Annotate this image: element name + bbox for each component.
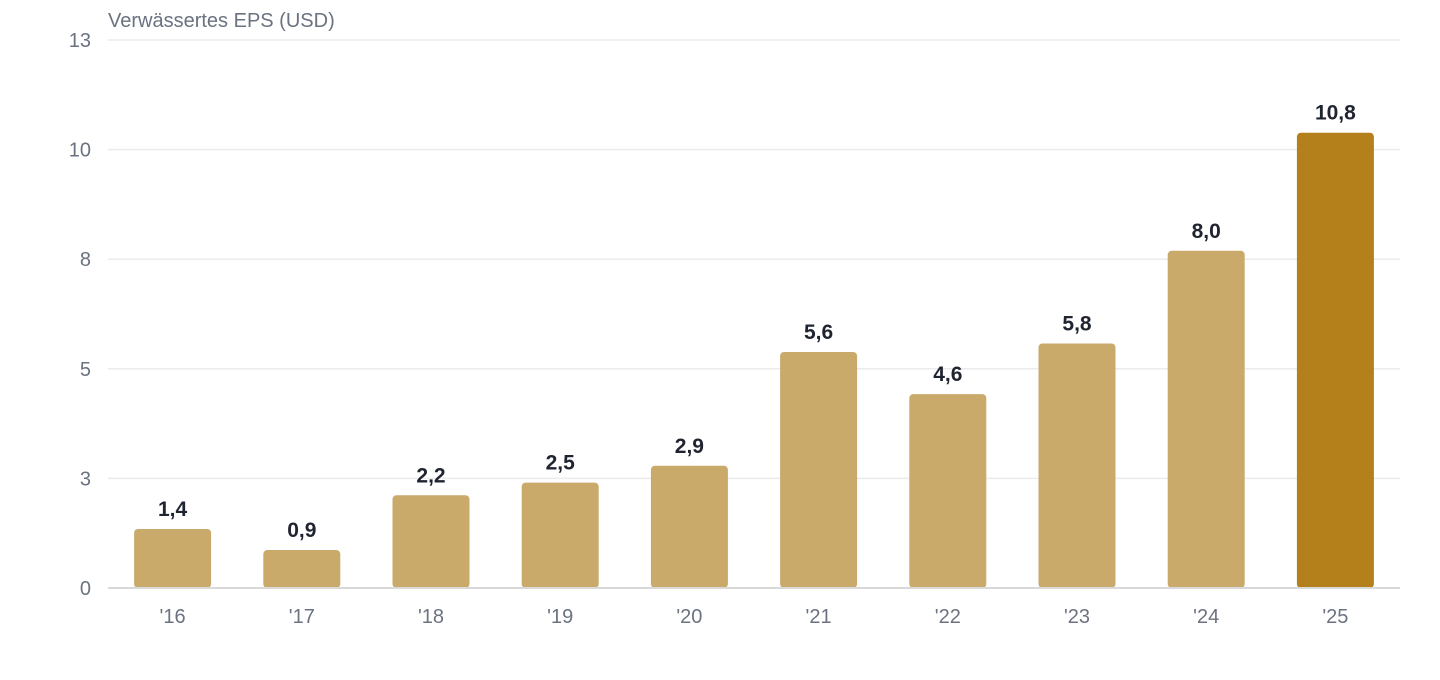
x-tick-label: '16	[160, 606, 186, 628]
bar-24	[1167, 250, 1245, 588]
data-label: 2,9	[675, 435, 704, 458]
data-label: 4,6	[933, 363, 962, 386]
data-label: 8,0	[1192, 220, 1221, 243]
data-label: 5,6	[804, 321, 833, 344]
y-axis-ticks: 0 3 5 8 10 13	[69, 30, 91, 600]
bar-18	[392, 495, 470, 588]
y-tick-label: 3	[80, 468, 91, 490]
x-tick-label: '22	[935, 606, 961, 628]
x-tick-label: '18	[418, 606, 444, 628]
x-tick-label: '21	[806, 606, 832, 628]
x-axis-ticks: '16 '17 '18 '19 '20 '21 '22 '23 '24 '25	[160, 606, 1349, 628]
x-tick-label: '25	[1322, 606, 1348, 628]
bars	[134, 132, 1374, 588]
bar-23	[1038, 343, 1116, 588]
y-axis-label: Verwässertes EPS (USD)	[108, 10, 335, 32]
y-tick-label: 5	[80, 359, 91, 381]
data-label: 2,5	[546, 452, 576, 475]
y-tick-label: 8	[80, 249, 91, 271]
bar-20	[650, 465, 728, 588]
data-labels: 1,4 0,9 2,2 2,5 2,9 5,6 4,6 5,8 8,0 10,8	[158, 102, 1356, 542]
bar-16	[134, 528, 212, 588]
data-label: 1,4	[158, 498, 188, 521]
data-label: 10,8	[1315, 102, 1356, 125]
x-tick-label: '19	[547, 606, 573, 628]
data-label: 5,8	[1062, 313, 1092, 336]
bar-22	[909, 394, 987, 588]
y-tick-label: 0	[80, 578, 91, 600]
y-tick-label: 10	[69, 140, 91, 162]
x-tick-label: '23	[1064, 606, 1090, 628]
x-tick-label: '20	[676, 606, 702, 628]
bar-19	[521, 482, 599, 588]
data-label: 0,9	[287, 519, 316, 542]
data-label: 2,2	[416, 464, 445, 487]
x-tick-label: '24	[1193, 606, 1219, 628]
bar-21	[780, 351, 858, 588]
y-tick-label: 13	[69, 30, 91, 52]
bar-25	[1296, 132, 1374, 588]
x-tick-label: '17	[289, 606, 315, 628]
bar-17	[263, 550, 341, 588]
